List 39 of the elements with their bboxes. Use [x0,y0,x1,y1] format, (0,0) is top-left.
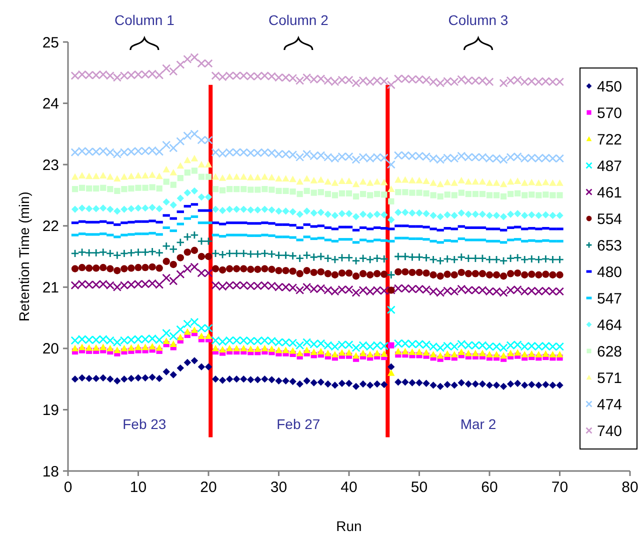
x-tick-label: 0 [64,479,72,496]
text: Column 2 [268,12,329,28]
legend-label: 571 [597,370,622,387]
legend-label: 547 [597,290,622,308]
y-tick-label: 21 [42,279,59,296]
text: Column 1 [114,12,175,28]
x-tick-label: 60 [481,479,498,496]
legend-label: 653 [597,237,622,254]
legend-label: 570 [597,104,622,122]
annotation: Feb 27 [276,416,320,432]
legend-label: 464 [597,316,622,334]
legend-label: 474 [597,396,622,414]
annotation: Feb 23 [122,416,166,432]
y-tick-label: 24 [42,96,59,113]
legend-label: 461 [597,184,622,202]
y-tick-label: 22 [42,218,59,236]
text: Column 3 [448,12,508,28]
x-axis-title: Run [336,518,362,534]
y-tick-label: 25 [42,34,59,52]
y-axis-title: Retention Time (min) [16,192,32,322]
x-tick-label: 40 [340,479,358,496]
annotation: Mar 2 [460,416,496,432]
x-tick-label: 30 [270,479,288,496]
x-tick-label: 70 [551,479,568,496]
legend-label: 722 [597,131,622,148]
legend-label: 480 [597,264,622,281]
legend-label: 450 [597,78,622,96]
x-tick-label: 10 [130,479,147,496]
legend-label: 554 [597,210,622,228]
x-tick-label: 20 [200,479,217,496]
y-tick-label: 18 [42,463,59,480]
x-tick-label: 80 [622,479,638,496]
x-tick-label: 50 [410,479,428,496]
legend-label: 487 [597,158,622,175]
y-tick-label: 20 [42,340,59,358]
y-tick-label: 23 [42,156,59,174]
y-tick-label: 19 [42,402,59,419]
legend-label: 740 [597,422,622,440]
legend-label: 628 [597,343,622,360]
